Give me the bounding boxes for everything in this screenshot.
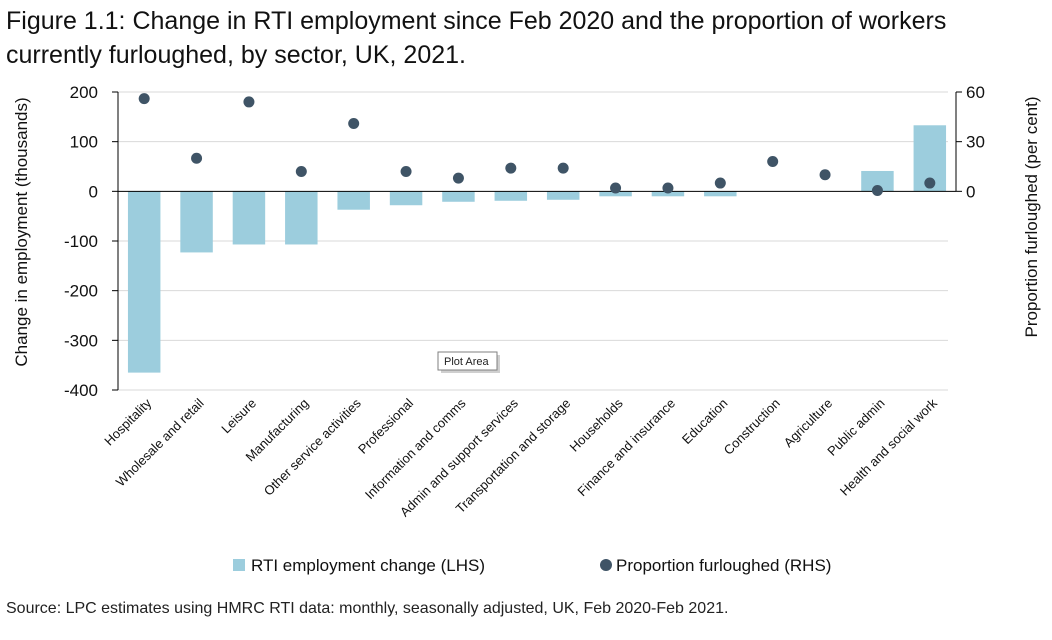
right-tick-labels: 60 30 0 (966, 83, 985, 201)
dot (138, 93, 150, 105)
right-tick-label: 30 (966, 133, 985, 152)
right-tick-label: 60 (966, 83, 985, 102)
category-label: Agriculture (781, 396, 836, 451)
left-tick-label: 0 (89, 182, 98, 201)
bar (337, 191, 370, 210)
left-tick-label: -100 (64, 232, 98, 251)
bar (861, 170, 894, 192)
left-tick-label: -400 (64, 381, 98, 400)
bar (599, 191, 632, 197)
dot (819, 169, 831, 181)
chart-title: Figure 1.1: Change in RTI employment sin… (6, 7, 947, 69)
dot (505, 162, 517, 174)
dot (348, 117, 360, 129)
dot (610, 182, 622, 194)
bar (232, 191, 266, 245)
legend-dot-swatch (600, 559, 612, 571)
dot (400, 165, 412, 177)
left-tick-labels: 200 100 0 -100 -200 -300 -400 (64, 83, 98, 400)
left-tick-label: -200 (64, 282, 98, 301)
legend-bar-label: RTI employment change (LHS) (251, 556, 485, 575)
legend-bar-swatch (233, 559, 245, 571)
y2-axis-label: Proportion furloughed (per cent) (1022, 97, 1041, 338)
category-label: Education (679, 396, 730, 447)
category-label: Information and comms (362, 395, 469, 502)
gridlines (118, 91, 948, 391)
category-label: Construction (721, 396, 783, 458)
bars (127, 125, 947, 373)
left-tick-label: 200 (70, 83, 98, 102)
bar (546, 191, 580, 200)
category-label: Wholesale and retail (113, 395, 207, 489)
bar (442, 191, 475, 202)
dot (924, 177, 936, 189)
bar (127, 191, 161, 373)
left-tick-label: 100 (70, 133, 98, 152)
dot (871, 185, 883, 197)
dot (714, 177, 726, 189)
dot (452, 172, 464, 184)
bar (651, 191, 685, 197)
dot (243, 96, 255, 108)
axes (112, 91, 962, 391)
bar (285, 191, 318, 245)
dot (662, 182, 674, 194)
dot (767, 156, 779, 168)
tooltip-text: Plot Area (444, 356, 490, 368)
dot (191, 152, 203, 164)
category-label: Other service activities (261, 395, 364, 498)
bar (180, 191, 213, 253)
category-label: Leisure (218, 396, 259, 437)
bar (494, 191, 528, 201)
category-label: Hospitality (101, 395, 154, 448)
plot-area-tooltip: Plot Area (437, 351, 500, 373)
category-label: Finance and insurance (574, 396, 678, 500)
legend: RTI employment change (LHS) Proportion f… (233, 556, 831, 575)
y-axis-label: Change in employment (thousands) (12, 97, 31, 366)
category-label: Health and social work (837, 395, 940, 498)
left-tick-label: -300 (64, 331, 98, 350)
bar (389, 191, 423, 206)
dot (557, 162, 569, 174)
legend-dot-label: Proportion furloughed (RHS) (616, 556, 831, 575)
source-note: Source: LPC estimates using HMRC RTI dat… (6, 600, 729, 617)
right-tick-label: 0 (966, 182, 975, 201)
bar (704, 191, 737, 197)
dots (138, 93, 936, 197)
dot (295, 165, 307, 177)
